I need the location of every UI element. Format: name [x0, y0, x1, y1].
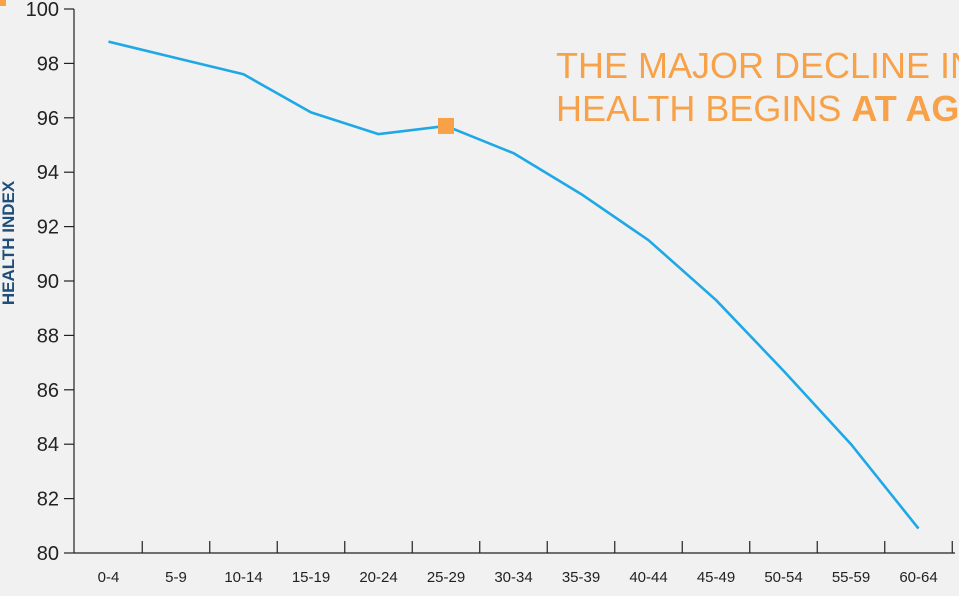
corner-accent-mark — [0, 0, 6, 6]
x-tick-label: 10-14 — [224, 569, 262, 586]
x-tick-label: 50-54 — [764, 569, 802, 586]
x-tick-label: 55-59 — [832, 569, 870, 586]
series-group — [108, 40, 920, 530]
y-tick-label: 94 — [37, 162, 59, 184]
x-tick-label: 5-9 — [165, 569, 187, 586]
x-tick-label: 20-24 — [359, 569, 397, 586]
x-tick-label: 35-39 — [562, 569, 600, 586]
y-tick-label: 86 — [37, 380, 59, 402]
x-tick-label: 45-49 — [697, 569, 735, 586]
annotation-text: THE MAJOR DECLINE IN — [556, 45, 959, 86]
y-tick-label: 90 — [37, 271, 59, 293]
y-tick-label: 98 — [37, 53, 59, 75]
annotation-line-2-prefix: HEALTH BEGINS — [556, 88, 851, 129]
annotation-line-2-emphasis: AT AGE 27. — [851, 88, 959, 129]
highlight-group — [438, 117, 454, 134]
y-tick-label: 80 — [37, 543, 59, 565]
annotation-text-line-2: HEALTH BEGINS AT AGE 27. — [556, 88, 959, 129]
y-tick-label: 88 — [37, 325, 59, 347]
y-tick-label: 100 — [26, 0, 59, 21]
y-tick-label: 82 — [37, 489, 59, 511]
x-tick-label: 60-64 — [899, 569, 937, 586]
x-tick-label: 0-4 — [98, 569, 120, 586]
y-axis-label: HEALTH INDEX — [0, 180, 18, 305]
annotation-line-1: THE MAJOR DECLINE IN — [556, 45, 959, 86]
x-tick-label: 25-29 — [427, 569, 465, 586]
y-tick-label: 96 — [37, 108, 59, 130]
x-tick-label: 30-34 — [494, 569, 532, 586]
x-tick-label: 40-44 — [629, 569, 667, 586]
y-axis-ticks: 80 82 84 86 88 90 92 94 96 98 100 — [26, 0, 74, 565]
x-axis-ticks: 0-4 5-9 10-14 15-19 20-24 25-29 30-34 35-39 40-4… — [98, 541, 953, 586]
x-tick-label: 15-19 — [292, 569, 330, 586]
y-tick-label: 84 — [37, 434, 59, 456]
highlight-marker — [438, 117, 454, 134]
y-tick-label: 92 — [37, 217, 59, 239]
